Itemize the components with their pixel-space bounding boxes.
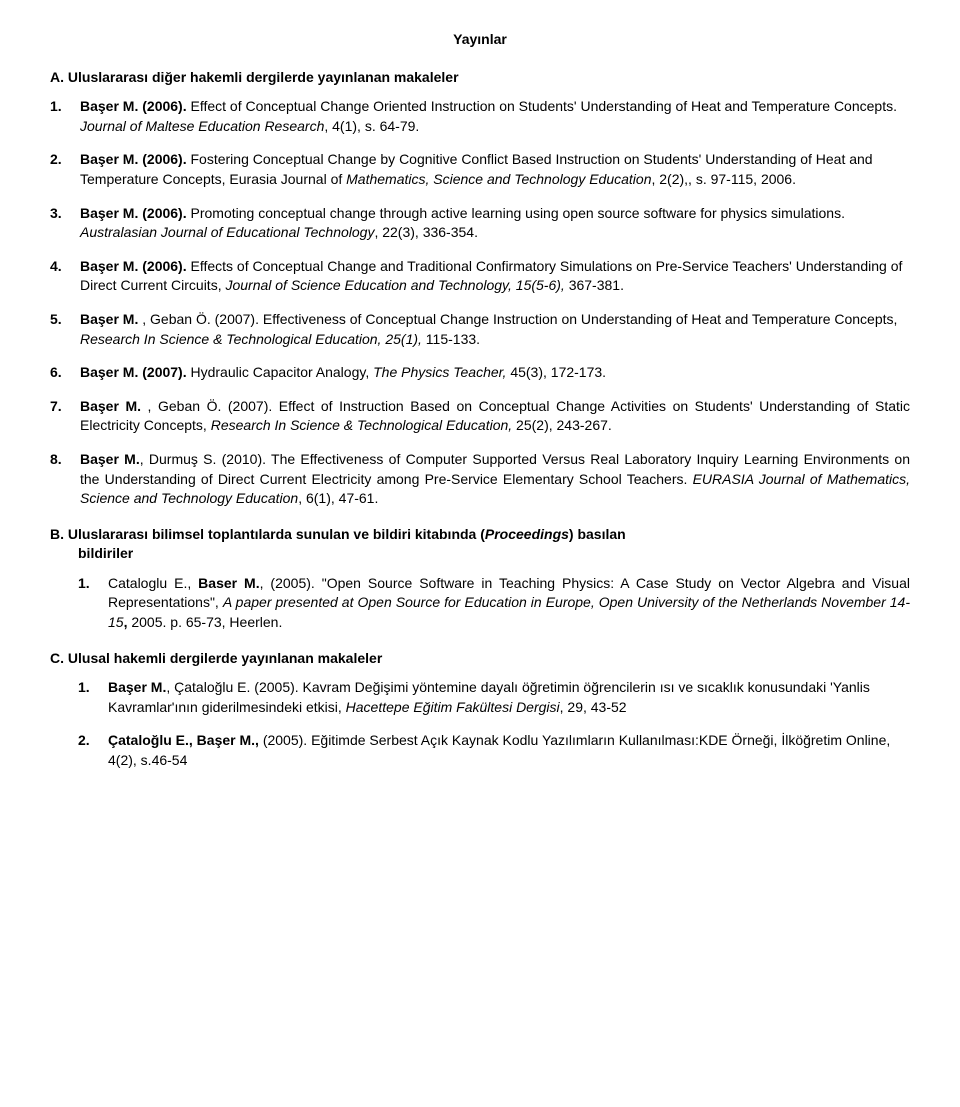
entry-number: 2.: [78, 731, 108, 770]
section-c-list: 1.Başer M., Çataloğlu E. (2005). Kavram …: [78, 678, 910, 770]
section-a-entry: 4.Başer M. (2006). Effects of Conceptual…: [50, 257, 910, 296]
entry-body: Çataloğlu E., Başer M., (2005). Eğitimde…: [108, 731, 910, 770]
entry-body: Başer M. , Geban Ö. (2007). Effect of In…: [80, 397, 910, 436]
entry-number: 8.: [50, 450, 80, 509]
entry-body: Başer M. (2007). Hydraulic Capacitor Ana…: [80, 363, 910, 383]
entry-number: 4.: [50, 257, 80, 296]
entry-body: Başer M. (2006). Effect of Conceptual Ch…: [80, 97, 910, 136]
entry-number: 6.: [50, 363, 80, 383]
section-a-entry: 2.Başer M. (2006). Fostering Conceptual …: [50, 150, 910, 189]
entry-number: 7.: [50, 397, 80, 436]
entry-body: Başer M., Çataloğlu E. (2005). Kavram De…: [108, 678, 910, 717]
entry-body: Cataloglu E., Baser M., (2005). "Open So…: [108, 574, 910, 633]
entry-number: 1.: [78, 574, 108, 633]
section-a-entry: 5.Başer M. , Geban Ö. (2007). Effectiven…: [50, 310, 910, 349]
section-a-list: 1.Başer M. (2006). Effect of Conceptual …: [50, 97, 910, 509]
entry-body: Başer M. (2006). Fostering Conceptual Ch…: [80, 150, 910, 189]
entry-body: Başer M. , Geban Ö. (2007). Effectivenes…: [80, 310, 910, 349]
entry-body: Başer M., Durmuş S. (2010). The Effectiv…: [80, 450, 910, 509]
section-b-entry: 1.Cataloglu E., Baser M., (2005). "Open …: [78, 574, 910, 633]
section-b-heading: B. Uluslararası bilimsel toplantılarda s…: [50, 525, 910, 564]
section-b-list: 1.Cataloglu E., Baser M., (2005). "Open …: [78, 574, 910, 633]
section-a-entry: 3.Başer M. (2006). Promoting conceptual …: [50, 204, 910, 243]
section-c-entry: 1.Başer M., Çataloğlu E. (2005). Kavram …: [78, 678, 910, 717]
section-a-entry: 8.Başer M., Durmuş S. (2010). The Effect…: [50, 450, 910, 509]
entry-body: Başer M. (2006). Promoting conceptual ch…: [80, 204, 910, 243]
entry-body: Başer M. (2006). Effects of Conceptual C…: [80, 257, 910, 296]
section-a-entry: 6.Başer M. (2007). Hydraulic Capacitor A…: [50, 363, 910, 383]
section-a-entry: 7.Başer M. , Geban Ö. (2007). Effect of …: [50, 397, 910, 436]
section-b-heading-line2: bildiriler: [78, 545, 133, 561]
entry-number: 2.: [50, 150, 80, 189]
entry-number: 5.: [50, 310, 80, 349]
entry-number: 1.: [78, 678, 108, 717]
section-b-heading-line1: B. Uluslararası bilimsel toplantılarda s…: [50, 526, 626, 542]
section-c-entry: 2.Çataloğlu E., Başer M., (2005). Eğitim…: [78, 731, 910, 770]
section-a-heading: A. Uluslararası diğer hakemli dergilerde…: [50, 68, 910, 88]
section-a-entry: 1.Başer M. (2006). Effect of Conceptual …: [50, 97, 910, 136]
section-c-heading: C. Ulusal hakemli dergilerde yayınlanan …: [50, 649, 910, 669]
entry-number: 3.: [50, 204, 80, 243]
entry-number: 1.: [50, 97, 80, 136]
page-title: Yayınlar: [50, 30, 910, 50]
